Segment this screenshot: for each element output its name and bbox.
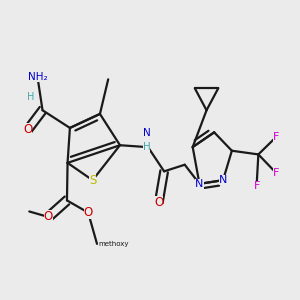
- Text: O: O: [44, 211, 53, 224]
- Text: F: F: [254, 181, 260, 191]
- Text: O: O: [23, 123, 32, 136]
- Text: H: H: [142, 142, 150, 152]
- Text: F: F: [273, 132, 279, 142]
- Text: N: N: [195, 179, 204, 189]
- Text: H: H: [27, 92, 35, 102]
- Text: N: N: [219, 175, 227, 185]
- Text: O: O: [154, 196, 164, 209]
- Text: O: O: [83, 206, 93, 219]
- Text: NH₂: NH₂: [28, 72, 47, 82]
- Text: S: S: [89, 174, 96, 187]
- Text: N: N: [142, 128, 150, 138]
- Text: F: F: [273, 168, 279, 178]
- Text: methoxy: methoxy: [98, 241, 129, 247]
